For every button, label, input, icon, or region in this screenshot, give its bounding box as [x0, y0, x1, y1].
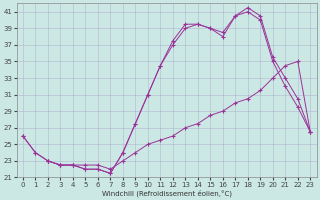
X-axis label: Windchill (Refroidissement éolien,°C): Windchill (Refroidissement éolien,°C) — [101, 189, 232, 197]
